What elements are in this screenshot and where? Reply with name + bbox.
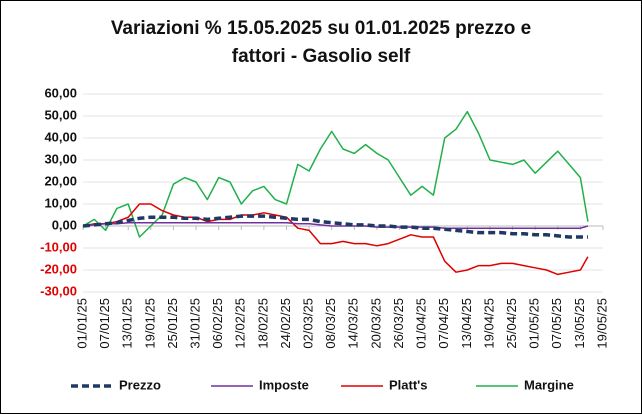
x-tick-label: 19/05/25 [594, 298, 609, 349]
x-tick-label: 14/03/25 [346, 298, 361, 349]
x-tick-label: 13/05/25 [572, 298, 587, 349]
y-tick-label: 30,00 [44, 151, 77, 166]
y-tick-label: -20,00 [40, 261, 77, 276]
y-tick-label: 10,00 [44, 195, 77, 210]
x-tick-label: 07/04/25 [436, 298, 451, 349]
y-tick-label: 20,00 [44, 173, 77, 188]
x-tick-label: 13/04/25 [459, 298, 474, 349]
x-tick-label: 01/01/25 [74, 298, 89, 349]
x-tick-label: 24/02/25 [278, 298, 293, 349]
x-tick-label: 02/03/25 [301, 298, 316, 349]
x-tick-label: 08/03/25 [323, 298, 338, 349]
legend-label: Imposte [259, 377, 309, 392]
y-tick-label: 0,00 [52, 217, 77, 232]
x-tick-label: 31/01/25 [187, 298, 202, 349]
y-tick-label: 60,00 [44, 85, 77, 100]
x-tick-label: 07/05/25 [549, 298, 564, 349]
series-line [82, 221, 589, 229]
x-tick-label: 12/02/25 [233, 298, 248, 349]
y-tick-label: -30,00 [40, 283, 77, 298]
x-tick-label: 26/03/25 [391, 298, 406, 349]
x-tick-label: 19/01/25 [142, 298, 157, 349]
series-line [82, 110, 589, 238]
x-tick-label: 07/01/25 [97, 298, 112, 349]
x-tick-label: 13/01/25 [120, 298, 135, 349]
x-tick-label: 20/03/25 [368, 298, 383, 349]
x-tick-label: 06/02/25 [210, 298, 225, 349]
x-tick-label: 25/04/25 [504, 298, 519, 349]
x-tick-label: 25/01/25 [165, 298, 180, 349]
legend-label: Prezzo [119, 377, 161, 392]
x-tick-label: 18/02/25 [255, 298, 270, 349]
series-line [82, 214, 588, 239]
series-line [82, 203, 589, 276]
legend-label: Margine [524, 377, 574, 392]
x-tick-label: 01/04/25 [414, 298, 429, 349]
legend-label: Platt's [389, 377, 428, 392]
y-tick-label: 40,00 [44, 129, 77, 144]
x-tick-label: 01/05/25 [527, 298, 542, 349]
y-tick-label: 50,00 [44, 107, 77, 122]
chart-title: Variazioni % 15.05.2025 su 01.01.2025 pr… [110, 18, 532, 67]
x-tick-label: 19/04/25 [481, 298, 496, 349]
y-tick-label: -10,00 [40, 239, 77, 254]
